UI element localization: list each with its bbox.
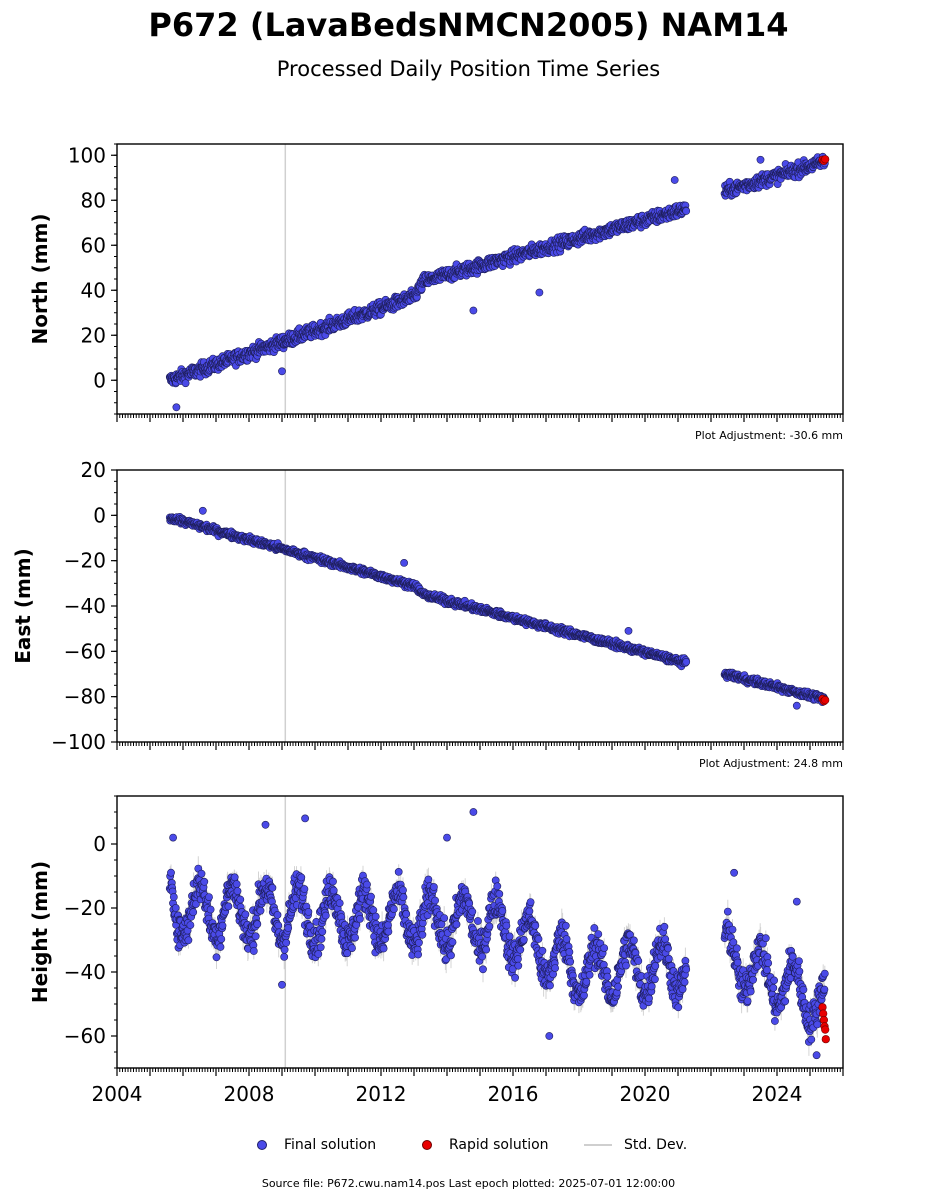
y-tick-label: −100 bbox=[51, 730, 106, 754]
rapid-solution-points-east bbox=[818, 694, 830, 706]
y-tick-label: 0 bbox=[93, 832, 106, 856]
source-footer: Source file: P672.cwu.nam14.pos Last epo… bbox=[261, 1177, 676, 1190]
x-tick-label: 2020 bbox=[620, 1082, 671, 1106]
panel-north: 0 20 40 60 80 100 North (mm) Plot Adjustment: -… bbox=[28, 143, 844, 442]
page-subtitle: Processed Daily Position Time Series bbox=[276, 57, 661, 81]
y-tick-label: 20 bbox=[81, 458, 106, 482]
x-tick-label: 2008 bbox=[224, 1082, 275, 1106]
data-layer-north bbox=[165, 144, 830, 414]
y-axis-label-east: East (mm) bbox=[11, 548, 35, 664]
y-tick-label: −40 bbox=[64, 960, 106, 984]
y-tick-label: 40 bbox=[81, 278, 106, 302]
std-dev-line-icon bbox=[584, 1144, 612, 1146]
y-tick-label: −60 bbox=[64, 1024, 106, 1048]
rapid-solution-points-north bbox=[818, 155, 830, 165]
y-tick-label: 100 bbox=[68, 143, 106, 167]
final-solution-marker-icon bbox=[257, 1140, 267, 1150]
y-tick-label: −80 bbox=[64, 685, 106, 709]
legend-rapid-label: Rapid solution bbox=[449, 1137, 549, 1153]
plot-adjustment-east: Plot Adjustment: 24.8 mm bbox=[699, 757, 843, 770]
y-tick-label: −40 bbox=[64, 594, 106, 618]
final-solution-points-east bbox=[165, 506, 829, 710]
final-solution-points-north bbox=[165, 152, 829, 412]
y-axis-label-height: Height (mm) bbox=[28, 861, 52, 1003]
y-tick-label: 0 bbox=[93, 368, 106, 392]
data-layer-height bbox=[165, 796, 830, 1068]
legend-std: Std. Dev. bbox=[584, 1137, 687, 1153]
y-axis-label-north: North (mm) bbox=[28, 213, 52, 344]
legend-final-label: Final solution bbox=[284, 1137, 377, 1153]
data-layer-east bbox=[165, 470, 830, 742]
legend: Final solution Rapid solution Std. Dev. bbox=[0, 1137, 937, 1157]
panel-east: −100 −80 −60 −40 −20 0 20 East (mm) Plot Adjustm… bbox=[11, 458, 844, 770]
page-title: P672 (LavaBedsNMCN2005) NAM14 bbox=[148, 6, 789, 44]
time-series-plot: 0 20 40 60 80 100 North (mm) Plot Adjustment: -… bbox=[11, 143, 844, 1106]
y-tick-label: 0 bbox=[93, 503, 106, 527]
legend-final: Final solution bbox=[257, 1137, 376, 1153]
y-tick-label: −20 bbox=[64, 896, 106, 920]
plot-adjustment-north: Plot Adjustment: -30.6 mm bbox=[695, 429, 843, 442]
rapid-solution-points-height bbox=[818, 1003, 830, 1044]
y-tick-label: 60 bbox=[81, 233, 106, 257]
legend-std-label: Std. Dev. bbox=[624, 1137, 688, 1153]
x-tick-label: 2024 bbox=[752, 1082, 803, 1106]
x-tick-label: 2004 bbox=[92, 1082, 143, 1106]
legend-rapid: Rapid solution bbox=[422, 1137, 549, 1153]
final-solution-points-height bbox=[165, 808, 829, 1060]
x-tick-label: 2012 bbox=[356, 1082, 407, 1106]
y-tick-label: −60 bbox=[64, 639, 106, 663]
panel-height: −60 −40 −20 0 2004 2008 2012 2016 2020 2024 Height… bbox=[28, 795, 844, 1106]
x-tick-label: 2016 bbox=[488, 1082, 539, 1106]
y-tick-label: 20 bbox=[81, 323, 106, 347]
y-tick-label: −20 bbox=[64, 549, 106, 573]
y-tick-label: 80 bbox=[81, 188, 106, 212]
rapid-solution-marker-icon bbox=[422, 1140, 432, 1150]
